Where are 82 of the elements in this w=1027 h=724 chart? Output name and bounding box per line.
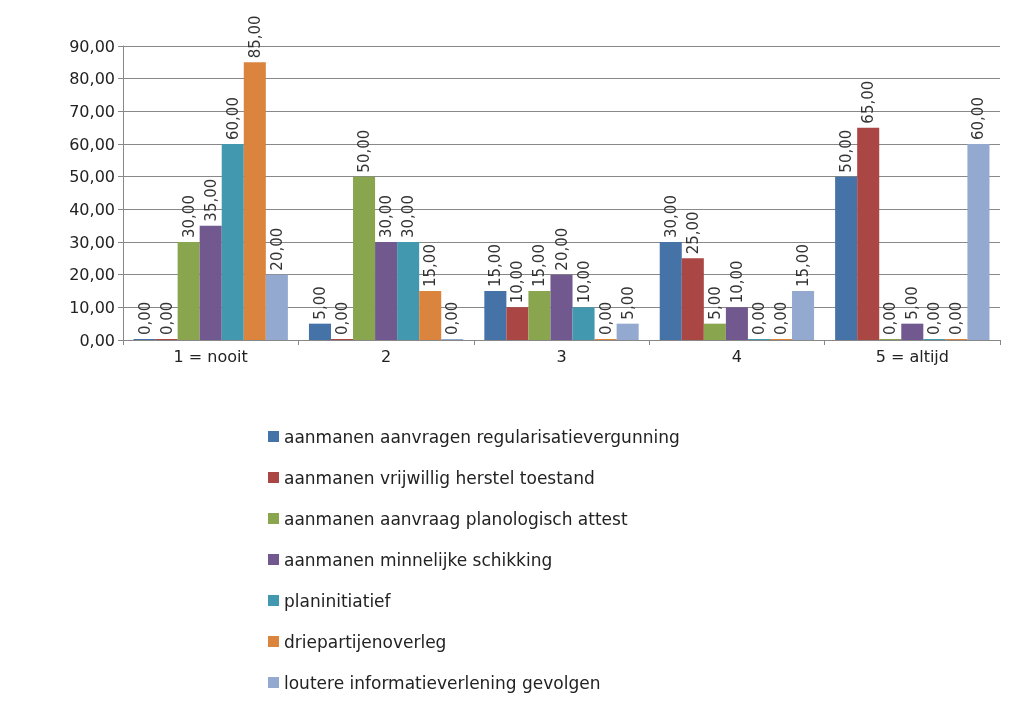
data-label: 0,00 bbox=[881, 301, 900, 335]
data-label: 10,00 bbox=[727, 260, 746, 304]
data-label: 5,00 bbox=[705, 286, 724, 320]
data-label: 10,00 bbox=[508, 260, 527, 304]
bar bbox=[419, 291, 442, 340]
y-tick-label: 90,00 bbox=[69, 36, 115, 56]
y-tick-label: 20,00 bbox=[69, 265, 115, 285]
data-label: 0,00 bbox=[772, 301, 790, 335]
y-tick-label: 10,00 bbox=[69, 297, 115, 317]
bar bbox=[353, 176, 376, 340]
data-label: 20,00 bbox=[552, 227, 571, 271]
data-label: 65,00 bbox=[859, 80, 878, 124]
legend-label: planinitiatief bbox=[284, 590, 392, 611]
y-tick-label: 50,00 bbox=[69, 167, 115, 187]
bar bbox=[243, 62, 266, 340]
data-label: 0,00 bbox=[333, 301, 351, 335]
data-label: 35,00 bbox=[201, 178, 220, 222]
bar bbox=[616, 323, 639, 340]
legend-label: aanmanen minnelijke schikking bbox=[284, 549, 553, 570]
bar bbox=[484, 291, 507, 340]
bar bbox=[967, 144, 990, 340]
legend-label: aanmanen vrijwillig herstel toestand bbox=[284, 467, 595, 488]
data-label: 60,00 bbox=[969, 97, 988, 140]
data-label: 0,00 bbox=[135, 301, 154, 335]
bar bbox=[199, 225, 222, 340]
bar bbox=[792, 291, 815, 340]
data-label: 5,00 bbox=[903, 286, 922, 320]
data-label: 0,00 bbox=[749, 301, 768, 335]
x-tick-label: 5 = altijd bbox=[875, 346, 949, 366]
bar bbox=[506, 307, 529, 340]
data-label: 0,00 bbox=[925, 301, 944, 335]
data-label: 30,00 bbox=[179, 195, 198, 238]
bar bbox=[177, 242, 200, 340]
x-tick-label: 3 bbox=[556, 346, 567, 366]
bar bbox=[265, 274, 288, 340]
data-label: 50,00 bbox=[355, 129, 374, 173]
data-label: 30,00 bbox=[399, 195, 418, 238]
data-label: 60,00 bbox=[223, 97, 242, 140]
y-tick-label: 80,00 bbox=[69, 69, 115, 89]
y-tick-label: 40,00 bbox=[69, 199, 115, 219]
data-label: 0,00 bbox=[157, 301, 176, 335]
bar bbox=[308, 323, 331, 340]
y-tick-label: 30,00 bbox=[69, 232, 115, 252]
y-tick-label: 0,00 bbox=[79, 330, 115, 350]
data-label: 15,00 bbox=[421, 244, 440, 287]
x-tick-label: 4 bbox=[731, 346, 742, 366]
data-label: 20,00 bbox=[267, 227, 286, 271]
bar bbox=[397, 242, 420, 340]
data-label: 10,00 bbox=[574, 260, 593, 304]
data-label: 0,00 bbox=[947, 301, 966, 335]
bar bbox=[725, 307, 748, 340]
bar bbox=[375, 242, 398, 340]
bar bbox=[835, 176, 858, 340]
legend-label: loutere informatieverlening gevolgen bbox=[284, 672, 601, 693]
data-label: 30,00 bbox=[377, 195, 396, 238]
y-tick-label: 60,00 bbox=[69, 134, 115, 154]
legend-label: aanmanen aanvragen regularisatievergunning bbox=[284, 426, 680, 447]
bar bbox=[659, 242, 682, 340]
data-label: 0,00 bbox=[596, 301, 615, 335]
x-tick-label: 1 = nooit bbox=[173, 346, 248, 366]
bar bbox=[572, 307, 595, 340]
bar bbox=[681, 258, 704, 340]
bar bbox=[901, 323, 924, 340]
data-label: 5,00 bbox=[618, 286, 637, 320]
bar bbox=[857, 127, 880, 340]
data-label: 15,00 bbox=[530, 244, 549, 287]
data-label: 15,00 bbox=[486, 244, 505, 287]
bar bbox=[550, 274, 573, 340]
x-tick-label: 2 bbox=[381, 346, 392, 366]
data-label: 15,00 bbox=[794, 244, 813, 287]
data-label: 0,00 bbox=[443, 301, 462, 335]
bar bbox=[703, 323, 726, 340]
legend-label: driepartijenoverleg bbox=[284, 631, 447, 652]
bar bbox=[528, 291, 551, 340]
data-label: 25,00 bbox=[683, 211, 702, 255]
data-label: 5,00 bbox=[310, 286, 329, 320]
bar bbox=[221, 144, 244, 340]
data-label: 50,00 bbox=[837, 129, 856, 173]
data-label: 85,00 bbox=[245, 15, 264, 59]
data-label: 30,00 bbox=[661, 195, 680, 238]
y-tick-label: 70,00 bbox=[69, 101, 115, 121]
legend-label: aanmanen aanvraag planologisch attest bbox=[284, 508, 628, 529]
